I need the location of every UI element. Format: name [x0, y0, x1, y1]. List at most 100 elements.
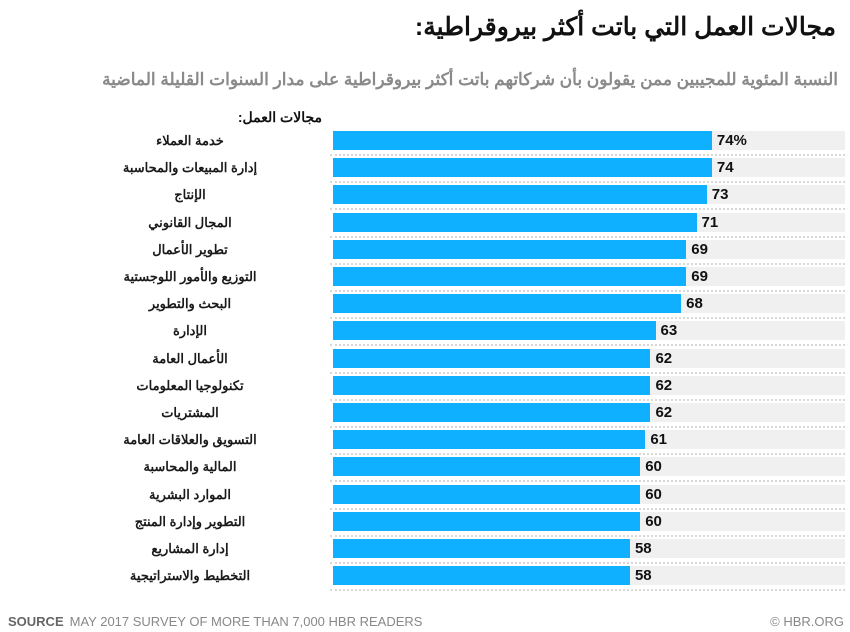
row-divider: [330, 398, 845, 401]
bar-track: 69: [333, 267, 845, 286]
row-divider: [330, 208, 845, 211]
row-divider: [330, 371, 845, 374]
category-label: التوزيع والأمور اللوجستية: [123, 269, 257, 284]
row-divider: [330, 480, 845, 483]
bar: [333, 484, 641, 504]
bar-track: 61: [333, 430, 845, 450]
category-label: التخطيط والاستراتيجية: [129, 568, 251, 584]
category-label: إدارة المشاريع: [151, 541, 229, 556]
value-label: 62: [655, 404, 673, 421]
bar-track: 60: [333, 457, 845, 477]
value-label: 69: [691, 268, 708, 285]
row-divider: [330, 426, 845, 428]
bar-track: 73: [333, 185, 845, 205]
row-divider: [330, 453, 845, 456]
bar-row: المجال القانوني 71: [0, 212, 845, 240]
bar-track: 71: [333, 212, 845, 232]
row-divider: [330, 317, 845, 320]
value-label: 58: [634, 540, 652, 557]
category-label: خدمة العملاء: [156, 133, 224, 148]
bar-row: إدارة المشاريع 58: [0, 539, 845, 566]
bar: [333, 294, 682, 314]
bar: [333, 430, 646, 450]
chart-subtitle: النسبة المئوية للمجيبين ممن يقولون بأن ش…: [102, 70, 838, 89]
category-label: تكنولوجيا المعلومات: [136, 377, 244, 393]
bar-track: 58: [333, 566, 845, 586]
bar-row: المشتريات 62: [0, 403, 845, 430]
category-label: الإدارة: [172, 323, 208, 339]
value-label: 71: [701, 213, 719, 231]
row-divider: [330, 181, 845, 184]
bar: [333, 212, 697, 232]
row-divider: [330, 562, 845, 564]
bar-track: 74%: [333, 131, 845, 150]
bar-row: الموارد البشرية 60: [0, 484, 845, 512]
category-label: التطوير وإدارة المنتج: [134, 513, 246, 529]
bar-track: 60: [333, 511, 845, 531]
bar-row: الأعمال العامة 62: [0, 348, 845, 376]
row-divider: [330, 534, 845, 537]
bar-row: المالية والمحاسبة 60: [0, 457, 845, 484]
value-label: 63: [660, 322, 678, 340]
bar: [333, 131, 712, 150]
chart-title: مجالات العمل التي باتت أكثر بيروقراطية:: [414, 13, 837, 41]
value-label: 60: [645, 485, 662, 503]
bar-track: 62: [333, 375, 845, 395]
bar-row: التخطيط والاستراتيجية 58: [0, 566, 845, 593]
bar: [333, 375, 651, 395]
bar: [333, 566, 630, 586]
bar-row: الإنتاج 73: [0, 185, 845, 212]
bar: [333, 457, 641, 477]
bar: [333, 267, 687, 286]
bar-track: 74: [333, 158, 845, 178]
row-divider: [330, 154, 845, 156]
row-divider: [330, 344, 845, 347]
bar: [333, 239, 687, 259]
bar: [333, 185, 707, 205]
row-divider: [330, 290, 845, 292]
category-label: الإنتاج: [174, 187, 206, 203]
value-label: 61: [650, 431, 667, 449]
value-label: 73: [711, 186, 729, 204]
value-label: 68: [686, 295, 703, 313]
bar: [333, 348, 651, 368]
row-divider: [330, 235, 845, 238]
value-label: 62: [655, 349, 673, 367]
category-header: مجالات العمل:: [237, 109, 322, 125]
bar-row: التطوير وإدارة المنتج 60: [0, 511, 845, 539]
source-note: SOURCE MAY 2017 SURVEY OF MORE THAN 7,000…: [8, 614, 422, 629]
bar-track: 69: [333, 239, 845, 259]
value-label: 58: [634, 567, 652, 585]
bar: [333, 511, 641, 531]
row-divider: [330, 589, 845, 592]
bar-track: 60: [333, 484, 845, 504]
category-label: التسويق والعلاقات العامة: [123, 432, 257, 448]
bar-track: 63: [333, 321, 845, 341]
value-label: 74%: [716, 132, 747, 149]
category-label: الأعمال العامة: [152, 350, 228, 366]
bar-track: 62: [333, 348, 845, 368]
category-label: البحث والتطوير: [148, 296, 232, 312]
bar-track: 62: [333, 403, 845, 422]
copyright: © HBR.ORG: [770, 614, 844, 629]
category-label: إدارة المبيعات والمحاسبة: [122, 160, 258, 176]
category-label: المجال القانوني: [148, 214, 232, 230]
category-label: المشتريات: [161, 405, 219, 420]
bar-row: البحث والتطوير 68: [0, 294, 845, 321]
bar: [333, 321, 656, 341]
bar: [333, 403, 651, 422]
bar-row: تطوير الأعمال 69: [0, 239, 845, 267]
source-label: SOURCE: [8, 614, 64, 629]
value-label: 60: [645, 458, 662, 476]
bar-row: إدارة المبيعات والمحاسبة 74: [0, 158, 845, 185]
bar-row: خدمة العملاء 74%: [0, 131, 845, 158]
value-label: 60: [645, 512, 662, 530]
row-divider: [330, 262, 845, 265]
row-divider: [330, 507, 845, 510]
category-label: تطوير الأعمال: [152, 241, 228, 257]
value-label: 69: [691, 240, 708, 258]
bar-row: التوزيع والأمور اللوجستية 69: [0, 267, 845, 294]
bar-row: الإدارة 63: [0, 321, 845, 348]
bar-row: تكنولوجيا المعلومات 62: [0, 375, 845, 403]
value-label: 62: [655, 376, 673, 394]
